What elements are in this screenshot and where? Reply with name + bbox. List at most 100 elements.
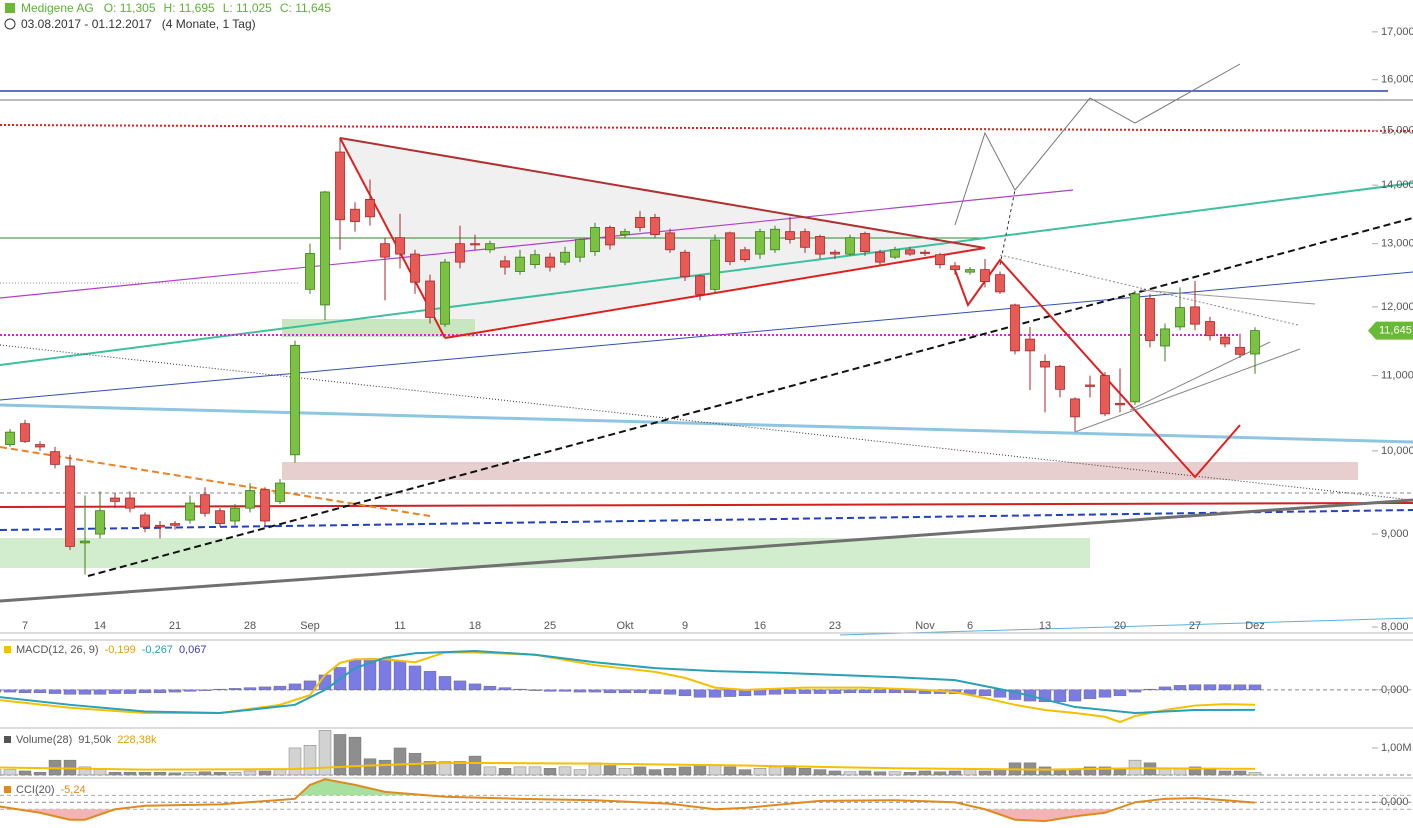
candle-body xyxy=(845,237,855,255)
bar xyxy=(483,685,497,691)
line xyxy=(0,778,1256,823)
bar xyxy=(1038,689,1052,703)
bar xyxy=(873,771,887,776)
bar xyxy=(633,766,647,776)
bar xyxy=(873,689,887,694)
candle-body xyxy=(290,344,300,456)
legend-icon xyxy=(4,786,11,793)
x-tick-label: 6 xyxy=(967,620,973,632)
bar xyxy=(198,771,212,776)
y-tick-label: 10,000 xyxy=(1381,445,1413,457)
line xyxy=(0,761,1256,771)
bar xyxy=(108,689,122,694)
bar xyxy=(468,755,482,776)
candle-body xyxy=(755,231,765,255)
bar xyxy=(348,736,362,776)
trend-line xyxy=(839,617,1413,636)
candle-body xyxy=(485,243,495,251)
x-tick-label: 21 xyxy=(169,620,181,632)
candle-body xyxy=(275,482,285,502)
bar xyxy=(1053,689,1067,703)
candle-body xyxy=(815,236,825,255)
trend-line xyxy=(0,498,1413,603)
y-tick-label: 16,000 xyxy=(1381,74,1413,86)
trend-line xyxy=(0,509,1413,531)
bar xyxy=(453,680,467,691)
bar xyxy=(888,689,902,694)
candle-body xyxy=(575,239,585,258)
candle-body xyxy=(95,510,105,535)
bar xyxy=(213,772,227,776)
bar xyxy=(843,689,857,694)
bar xyxy=(963,769,977,776)
bar xyxy=(513,766,527,776)
candle-body xyxy=(110,497,120,502)
trend-line xyxy=(0,124,1413,132)
trend-line xyxy=(1074,348,1301,433)
candle-body xyxy=(50,451,60,465)
bar xyxy=(648,769,662,776)
bar xyxy=(438,676,452,691)
candle-body xyxy=(890,249,900,258)
bar xyxy=(1173,685,1187,691)
bar xyxy=(0,689,2,693)
bar xyxy=(168,772,182,776)
bar xyxy=(408,665,422,691)
line xyxy=(0,649,1256,715)
bar xyxy=(1068,769,1082,776)
candle-body xyxy=(455,243,465,263)
candle-body xyxy=(650,217,660,236)
bar xyxy=(528,766,542,776)
trend-line xyxy=(87,217,1413,577)
candle-body xyxy=(320,191,330,306)
trend-line xyxy=(999,254,1299,326)
bar xyxy=(603,689,617,694)
x-tick-label: 27 xyxy=(1189,620,1201,632)
bar xyxy=(453,761,467,776)
bar xyxy=(498,687,512,691)
bar xyxy=(933,771,947,776)
bar xyxy=(1128,689,1142,693)
bar xyxy=(918,770,932,776)
bar xyxy=(348,659,362,691)
bar xyxy=(0,769,2,776)
bar xyxy=(363,758,377,776)
x-tick-label: 25 xyxy=(544,620,556,632)
bar xyxy=(573,769,587,776)
trend-line xyxy=(0,403,1413,444)
x-tick-label: 7 xyxy=(22,620,28,632)
candle-body xyxy=(1040,360,1050,368)
y-tick-label: 14,000 xyxy=(1381,179,1413,191)
candle-body xyxy=(65,465,75,547)
candle-body xyxy=(200,494,210,514)
bar xyxy=(93,689,107,695)
bar xyxy=(228,688,242,691)
candle-body xyxy=(1130,293,1140,403)
bar xyxy=(258,686,272,691)
candle-body xyxy=(1250,330,1260,355)
open: O: 11,305 xyxy=(104,1,156,15)
candle-body xyxy=(620,231,630,236)
bar xyxy=(18,689,32,694)
candle-body xyxy=(635,217,645,228)
trend-line xyxy=(1129,341,1271,411)
bar xyxy=(33,689,47,694)
bar xyxy=(663,689,677,695)
candle-body xyxy=(770,228,780,251)
candle-body xyxy=(5,431,15,445)
candle-body xyxy=(1100,375,1110,415)
candle-body xyxy=(680,251,690,277)
bar xyxy=(438,761,452,776)
bar xyxy=(498,768,512,776)
bar xyxy=(738,769,752,776)
bar xyxy=(903,772,917,776)
candle-body xyxy=(1085,384,1095,387)
legend-value: -0,199 xyxy=(105,644,136,656)
bar xyxy=(828,689,842,694)
candle-body xyxy=(155,524,165,528)
area-below xyxy=(17,809,1116,822)
bar xyxy=(543,768,557,776)
bar xyxy=(543,689,557,692)
legend: Volume(28) 91,50k 228,38k xyxy=(16,734,157,746)
legend-value: -5,24 xyxy=(61,784,86,796)
